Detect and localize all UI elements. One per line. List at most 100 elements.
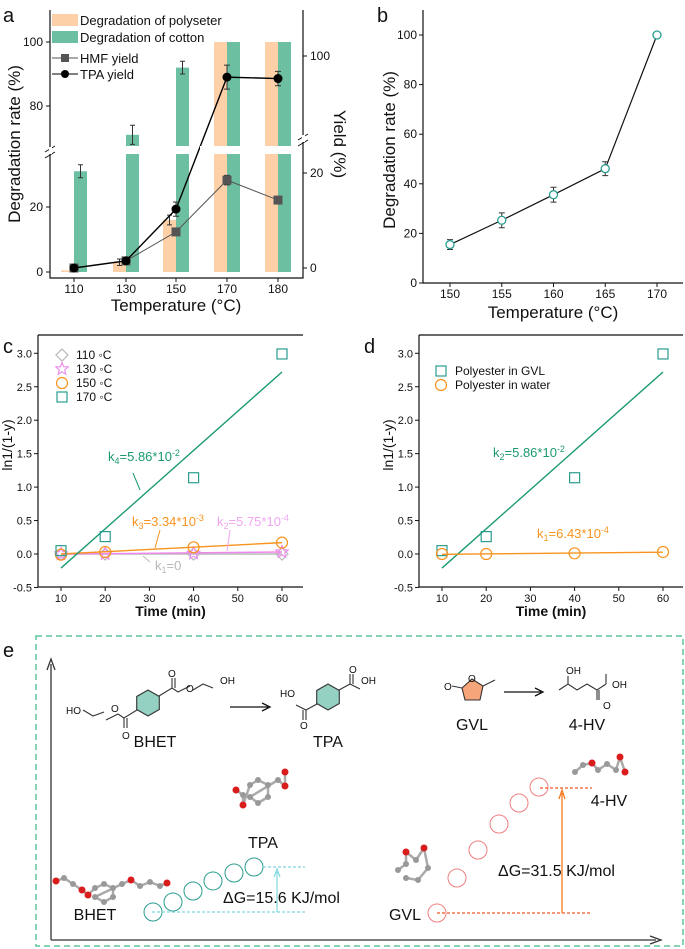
legend-label: 130 ◦C bbox=[76, 362, 113, 376]
y-tick-label: 40 bbox=[404, 177, 418, 191]
right-axis-gap bbox=[302, 135, 305, 142]
legend-swatch-cotton bbox=[52, 31, 78, 43]
y-tick-label: 20 bbox=[404, 226, 418, 240]
carbon-atom bbox=[403, 861, 409, 867]
bar-cotton bbox=[126, 134, 139, 272]
panel-label-a: a bbox=[3, 5, 15, 27]
oxygen-atom bbox=[616, 753, 624, 761]
x-tick-label: 50 bbox=[232, 593, 244, 605]
data-point bbox=[435, 547, 449, 561]
atom-label: OH bbox=[612, 680, 627, 691]
legend-marker bbox=[54, 360, 70, 376]
data-point bbox=[568, 547, 581, 560]
bar-polyester bbox=[265, 42, 278, 272]
oxygen-atom bbox=[281, 782, 289, 790]
chart-d: d -0.5 0.0 0.5 1.0 1.5 2.0 2.5 3.0 10 20 30 40 50 60 Ti… bbox=[364, 334, 683, 619]
k-value: =5.86*10 bbox=[120, 449, 172, 464]
error-bar bbox=[180, 60, 185, 75]
atom-label: O bbox=[186, 684, 194, 695]
y-tick-label: 1.0 bbox=[17, 482, 32, 494]
data-point bbox=[480, 547, 493, 561]
y-tick-label: 2.5 bbox=[17, 382, 32, 394]
carbon-atom bbox=[265, 794, 271, 800]
data-line bbox=[449, 34, 658, 246]
x-tick-label: 60 bbox=[657, 593, 669, 605]
tpa-ball-model bbox=[232, 768, 289, 809]
bar-cotton bbox=[176, 67, 189, 272]
tpa-point bbox=[171, 204, 181, 214]
delta-g-arrow bbox=[558, 787, 566, 913]
y-tick-label: 100 bbox=[23, 35, 43, 49]
carbon-atom bbox=[395, 867, 401, 873]
oxygen-atom bbox=[621, 768, 629, 776]
y-axis-label: Degradation rate (%) bbox=[380, 71, 399, 229]
square-marker bbox=[188, 472, 200, 484]
x-tick-label: 20 bbox=[480, 593, 492, 605]
fit-line bbox=[441, 551, 664, 556]
bond bbox=[158, 678, 191, 697]
bond bbox=[558, 674, 607, 700]
data-point bbox=[445, 239, 455, 250]
data-point bbox=[275, 536, 289, 549]
carbon-atom bbox=[255, 800, 261, 806]
carbon-atom bbox=[247, 782, 253, 788]
carbon-atom bbox=[92, 885, 98, 891]
legend-a: Degradation of polyseter Degradation of c… bbox=[52, 13, 222, 82]
carbon-atom bbox=[101, 881, 107, 887]
data-point bbox=[99, 545, 112, 559]
fit-line bbox=[60, 541, 283, 555]
data-point bbox=[276, 348, 288, 360]
gvl-ring bbox=[461, 678, 484, 701]
fit-line bbox=[60, 371, 283, 569]
pathway-circle bbox=[183, 881, 203, 901]
data-point bbox=[657, 348, 669, 360]
x-tick-label: 165 bbox=[595, 287, 615, 301]
bond-stick bbox=[249, 778, 279, 799]
k-symbol: k bbox=[217, 514, 224, 529]
x-tick-label: 170 bbox=[217, 282, 237, 296]
bar-cotton bbox=[227, 42, 240, 272]
pathway-circle bbox=[203, 871, 223, 891]
hmf-point bbox=[222, 175, 232, 185]
legend-swatch-polyester bbox=[52, 14, 78, 26]
bhet-model-label: BHET bbox=[74, 907, 117, 924]
carbon-atom bbox=[61, 875, 67, 881]
oxygen-atom bbox=[588, 759, 596, 767]
carbon-atom bbox=[255, 777, 261, 783]
k-subscript: 4 bbox=[115, 456, 120, 466]
fit-line bbox=[441, 371, 664, 569]
bond bbox=[105, 709, 138, 728]
gvl-ball-model bbox=[395, 844, 431, 883]
circle-marker bbox=[187, 541, 200, 554]
k-superscript: -3 bbox=[196, 513, 204, 523]
k-symbol: k bbox=[108, 449, 115, 464]
circle-marker bbox=[99, 545, 112, 559]
k-subscript: 1 bbox=[162, 565, 167, 575]
legend-label: 150 ◦C bbox=[76, 376, 113, 390]
legend-label: TPA yield bbox=[80, 67, 134, 82]
oxygen-atom bbox=[239, 801, 247, 809]
carbon-atom bbox=[580, 762, 586, 768]
k-superscript: -2 bbox=[557, 444, 565, 454]
bar-polyester bbox=[214, 42, 227, 272]
oxygen-atom bbox=[402, 848, 410, 856]
atom-label: OH bbox=[361, 676, 376, 687]
rate-constant-label: k4=5.86*10-2 bbox=[108, 448, 180, 466]
square-marker bbox=[99, 531, 111, 543]
oxygen-atom bbox=[420, 844, 428, 852]
pathway-circle bbox=[529, 777, 549, 797]
data-point bbox=[274, 543, 290, 559]
circle-marker bbox=[435, 547, 449, 561]
bar-cotton bbox=[278, 42, 291, 272]
4hv-label: 4-HV bbox=[569, 717, 606, 734]
atom-label: O bbox=[349, 665, 357, 676]
panel-label-c: c bbox=[3, 336, 13, 358]
bhet-ball-model bbox=[52, 875, 171, 905]
chart-a: a 0 20 80 100 0 20 100 110 130 150 170 180 Temperatur… bbox=[3, 5, 349, 315]
rate-constant-label: k2=5.75*10-4 bbox=[217, 513, 289, 531]
atom-label: O bbox=[111, 704, 119, 715]
legend-label: Polyester in GVL bbox=[455, 364, 545, 378]
y-tick-label: 2.0 bbox=[398, 415, 413, 427]
y-tick-label: 0 bbox=[410, 276, 417, 290]
k-value: =5.75*10 bbox=[229, 514, 281, 529]
